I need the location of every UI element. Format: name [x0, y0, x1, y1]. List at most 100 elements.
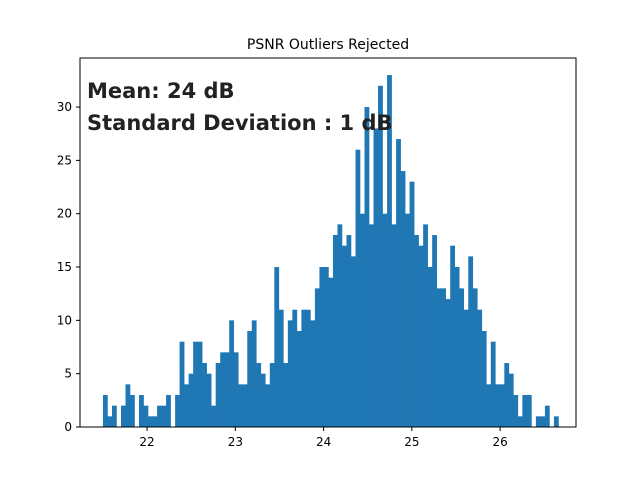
x-axis-ticks: 22 23 24 25 26 — [139, 427, 508, 449]
histogram-bar — [193, 341, 198, 427]
chart-title: PSNR Outliers Rejected — [247, 37, 409, 53]
histogram-bar — [197, 341, 203, 427]
histogram-bar — [269, 363, 275, 427]
x-tick-label: 23 — [228, 435, 243, 449]
plot-frame — [79, 57, 577, 428]
histogram-bar — [409, 181, 415, 427]
histogram-bar — [432, 235, 437, 427]
histogram-bar — [463, 309, 469, 427]
histogram-bar — [490, 341, 496, 427]
x-tick-label: 22 — [139, 435, 154, 449]
histogram-bar — [346, 235, 352, 427]
histogram-bar — [111, 405, 117, 427]
histogram-bar — [161, 405, 167, 427]
y-tick-label: 30 — [57, 100, 72, 114]
histogram-bar — [445, 299, 451, 427]
histogram-bar — [287, 320, 293, 427]
histogram-bar — [373, 128, 379, 428]
histogram-bar — [508, 373, 514, 427]
histogram-bar — [332, 235, 338, 427]
histogram-bar — [436, 288, 442, 427]
y-axis-ticks: 0 5 10 15 20 25 30 — [57, 100, 80, 434]
mean-annotation: Mean: 24 dB — [87, 79, 235, 103]
histogram-bar — [130, 395, 135, 427]
histogram-bar — [125, 384, 131, 427]
x-tick-label: 25 — [404, 435, 419, 449]
y-tick-label: 20 — [57, 207, 72, 221]
histogram-bar — [540, 416, 546, 427]
histogram-bar — [513, 395, 519, 427]
histogram-bar — [544, 405, 550, 427]
histogram-bar — [350, 256, 356, 427]
histogram-bar — [188, 373, 194, 427]
histogram-bar — [143, 405, 149, 427]
histogram-bar — [468, 256, 474, 427]
histogram-bar — [486, 384, 492, 427]
histogram-bar — [323, 267, 329, 427]
histogram-bar — [265, 384, 271, 427]
histogram-bar — [553, 416, 559, 427]
histogram-bar — [391, 224, 397, 427]
histogram-bar — [396, 139, 401, 428]
histogram-bar — [522, 395, 528, 427]
histogram-bar — [157, 405, 162, 427]
histogram-bar — [364, 107, 370, 427]
histogram-bar — [319, 267, 325, 427]
histogram-bar — [450, 245, 456, 427]
histogram-bar — [301, 309, 307, 427]
histogram-bar — [224, 352, 230, 427]
histogram-bar — [481, 331, 487, 427]
histogram-bar — [260, 373, 266, 427]
y-tick-label: 0 — [64, 420, 72, 434]
histogram-bar — [499, 384, 505, 427]
histogram-bar — [202, 363, 207, 427]
histogram-bar — [283, 363, 289, 427]
histogram-bar — [152, 416, 158, 427]
histogram-bar — [472, 288, 478, 427]
x-tick-label: 24 — [316, 435, 331, 449]
histogram-bar — [517, 416, 523, 427]
y-tick-label: 10 — [57, 313, 72, 327]
histogram-bar — [211, 405, 216, 427]
y-tick-label: 25 — [57, 153, 72, 167]
histogram-bar — [139, 395, 144, 427]
histogram-bar — [215, 363, 221, 427]
histogram-bar — [477, 309, 483, 427]
histogram-bar — [341, 245, 347, 427]
histogram-bar — [305, 309, 311, 427]
histogram-bar — [102, 395, 108, 427]
histogram-bar — [360, 213, 365, 427]
histogram-bar — [382, 213, 388, 427]
histogram-bar — [229, 320, 235, 427]
histogram-bar — [310, 320, 316, 427]
histogram-bar — [256, 363, 262, 427]
histogram-bar — [369, 224, 374, 427]
histogram-bar — [278, 309, 284, 427]
histogram-bar — [292, 309, 298, 427]
histogram-bar — [459, 288, 465, 427]
histogram-bar — [454, 267, 460, 427]
x-tick-label: 26 — [492, 435, 507, 449]
histogram-bar — [220, 352, 226, 427]
y-tick-label: 15 — [57, 260, 72, 274]
histogram-bar — [400, 171, 406, 427]
histogram-bar — [179, 341, 185, 427]
histogram-bar — [495, 384, 501, 427]
histogram-bar — [233, 352, 239, 427]
histogram-bar — [405, 213, 410, 427]
histogram-bar — [148, 416, 153, 427]
histogram-bar — [441, 288, 446, 427]
histogram-bar — [535, 416, 541, 427]
histogram-bar — [423, 224, 428, 427]
histogram-bar — [166, 395, 171, 427]
histogram-bar — [504, 363, 510, 427]
histogram-bar — [526, 395, 532, 427]
histogram-bar — [107, 416, 113, 427]
histogram-bar — [175, 395, 180, 427]
histogram-bar — [247, 331, 253, 427]
std-annotation: Standard Deviation : 1 dB — [87, 111, 393, 135]
histogram-bar — [242, 384, 248, 427]
histogram-bar — [251, 320, 257, 427]
histogram-bar — [120, 405, 126, 427]
